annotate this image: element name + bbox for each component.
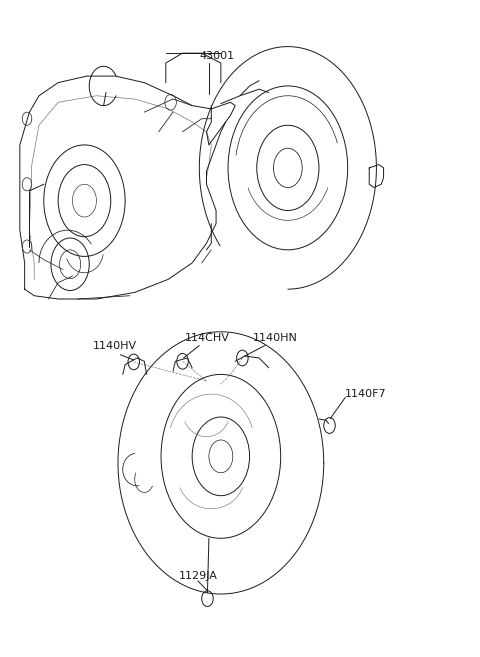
Text: 1140F7: 1140F7 xyxy=(344,390,386,399)
Text: 1140HN: 1140HN xyxy=(253,333,298,343)
Text: 43001: 43001 xyxy=(199,51,234,61)
Text: 1140HV: 1140HV xyxy=(93,342,137,351)
Text: 1129JA: 1129JA xyxy=(179,571,217,581)
Text: 114CHV: 114CHV xyxy=(185,333,230,343)
